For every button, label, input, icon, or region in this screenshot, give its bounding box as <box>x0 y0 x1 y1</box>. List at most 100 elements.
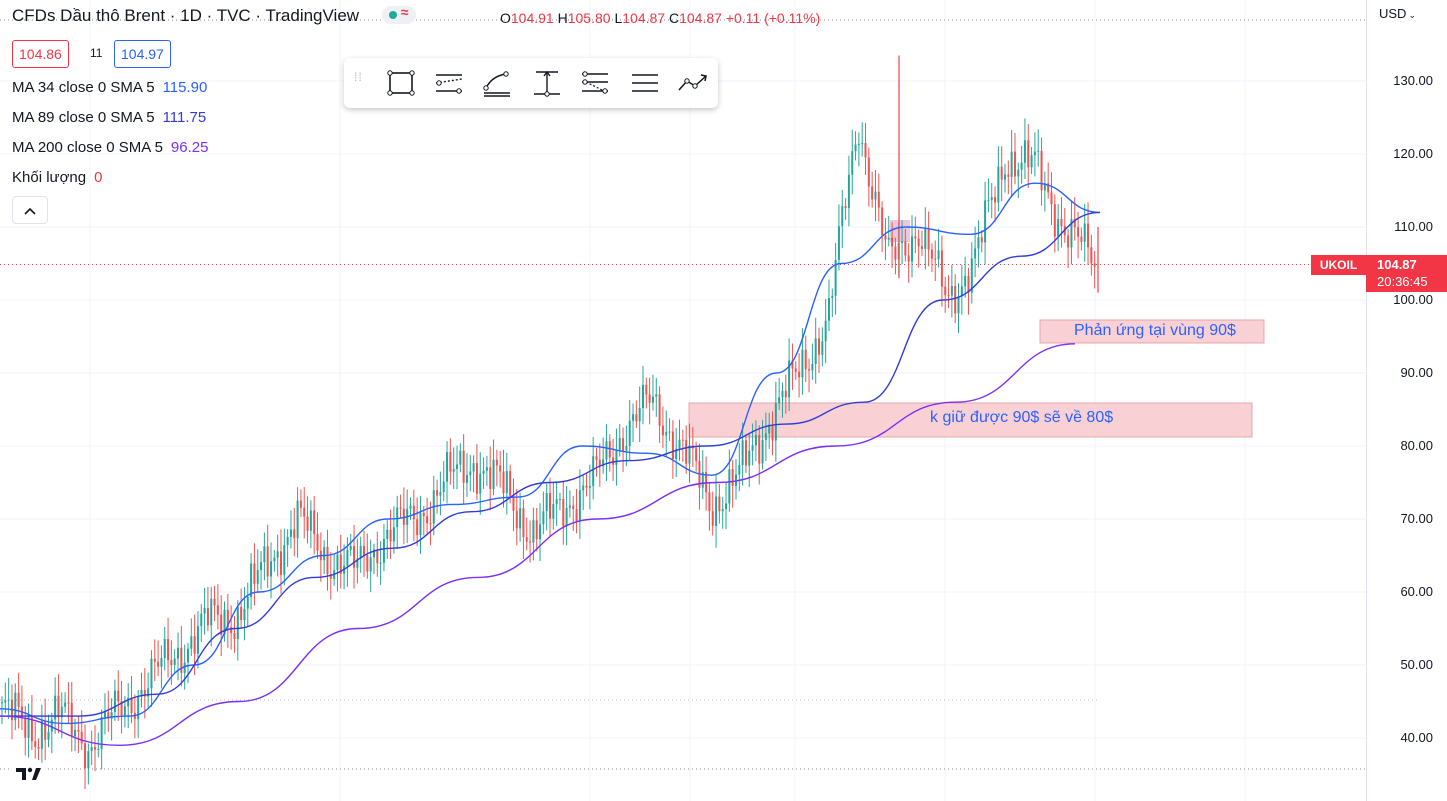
candle-body <box>947 295 950 297</box>
candle-body <box>831 295 834 299</box>
market-status-indicator[interactable]: ≈ <box>381 3 416 24</box>
candle-body <box>588 486 591 488</box>
candle-body <box>552 504 555 519</box>
candle-body <box>213 598 216 606</box>
candle-body <box>1090 247 1093 264</box>
symbol-title[interactable]: CFDs Dầu thô Brent · 1D · TVC · TradingV… <box>12 6 360 25</box>
candle-body <box>90 747 93 752</box>
candle-body <box>867 157 870 187</box>
candle-body <box>522 508 525 538</box>
parallel-channel-tool[interactable] <box>430 64 468 102</box>
candle-body <box>110 711 113 719</box>
candle-body <box>615 450 618 465</box>
candle-body <box>957 296 960 314</box>
drag-handle-icon[interactable]: ⁞⁞ <box>354 70 363 84</box>
candle-body <box>705 472 708 493</box>
candle-body <box>512 495 515 511</box>
candle-body <box>127 697 130 707</box>
candle-body <box>429 523 432 525</box>
sell-button[interactable]: 104.86 <box>12 40 69 68</box>
candle-body <box>170 660 173 665</box>
indicator-label: MA 34 close 0 SMA 5 <box>12 79 155 96</box>
candle-body <box>818 338 821 355</box>
candle-body <box>784 390 787 398</box>
candle-body <box>539 524 542 540</box>
candle-body <box>67 702 70 704</box>
indicator-ma34[interactable]: MA 34 close 0 SMA 5 115.90 <box>12 79 207 96</box>
tradingview-logo[interactable] <box>10 758 46 788</box>
candle-body <box>681 439 684 441</box>
candle-body <box>535 520 538 540</box>
candle-body <box>857 143 860 145</box>
candle-body <box>253 563 256 584</box>
candle-body <box>40 720 43 749</box>
indicator-ma89[interactable]: MA 89 close 0 SMA 5 111.75 <box>12 109 206 126</box>
candlestick-series <box>1 55 1099 789</box>
candle-body <box>645 384 648 395</box>
candle-body <box>1053 204 1056 237</box>
price-chart[interactable] <box>0 0 1366 801</box>
candle-body <box>1023 140 1026 163</box>
buy-button[interactable]: 104.97 <box>114 40 171 68</box>
candle-body <box>1 702 3 704</box>
indicator-ma200[interactable]: MA 200 close 0 SMA 5 96.25 <box>12 139 208 156</box>
fib-retracement-tool[interactable] <box>576 64 614 102</box>
candle-body <box>30 716 33 742</box>
candle-body <box>804 349 807 370</box>
close-value: 104.87 <box>679 10 722 26</box>
candle-body <box>93 747 96 750</box>
candle-body <box>50 719 53 732</box>
price-axis[interactable]: USD ⌄ 130.00 120.00 110.00 100.00 90.00 8… <box>1366 0 1447 801</box>
candle-body <box>771 424 774 441</box>
candle-body <box>748 450 751 466</box>
horizontal-lines-tool[interactable] <box>626 64 664 102</box>
candle-body <box>479 473 482 494</box>
vertical-measure-tool[interactable] <box>528 64 566 102</box>
indicator-value: 115.90 <box>162 79 208 96</box>
candle-body <box>392 527 395 542</box>
candle-body <box>525 537 528 542</box>
candle-body <box>256 569 259 584</box>
zone-label-80[interactable]: k giữ được 90$ sẽ về 80$ <box>930 409 1114 426</box>
candle-body <box>529 541 532 543</box>
candle-body <box>250 563 253 597</box>
indicator-volume[interactable]: Khối lượng 0 <box>12 169 102 186</box>
candle-body <box>180 647 183 673</box>
candle-body <box>137 696 140 720</box>
candle-body <box>346 549 349 566</box>
zone-80-box <box>688 402 1253 438</box>
open-label: O <box>500 10 511 26</box>
candle-body <box>944 286 947 296</box>
candle-body <box>954 285 957 314</box>
candle-body <box>648 394 651 403</box>
candle-body <box>459 450 462 465</box>
candle-body <box>519 508 522 529</box>
candle-body <box>412 505 415 520</box>
candle-body <box>283 545 286 575</box>
candle-body <box>329 574 332 579</box>
candle-body <box>688 445 691 464</box>
trend-line-tool[interactable] <box>478 64 516 102</box>
zone-label-90[interactable]: Phản ứng tại vùng 90$ <box>1074 322 1236 339</box>
candle-body <box>426 516 429 524</box>
candle-body <box>442 481 445 493</box>
collapse-legend-button[interactable] <box>12 196 48 224</box>
candle-body <box>349 546 352 550</box>
candle-body <box>57 695 60 718</box>
candle-body <box>920 246 923 249</box>
path-tool[interactable] <box>674 64 712 102</box>
candle-body <box>851 151 854 175</box>
candle-body <box>708 492 711 512</box>
candle-body <box>103 712 106 718</box>
candle-body <box>844 206 847 209</box>
candle-body <box>602 459 605 467</box>
data-status-icon: ≈ <box>400 3 409 20</box>
rectangle-tool[interactable] <box>382 64 420 102</box>
currency-selector[interactable]: USD ⌄ <box>1379 6 1416 21</box>
candle-body <box>485 467 488 471</box>
candle-body <box>150 658 153 689</box>
candle-body <box>685 440 688 464</box>
candle-body <box>934 258 937 260</box>
candle-body <box>382 538 385 563</box>
bar-countdown: 20:36:45 <box>1377 274 1428 289</box>
